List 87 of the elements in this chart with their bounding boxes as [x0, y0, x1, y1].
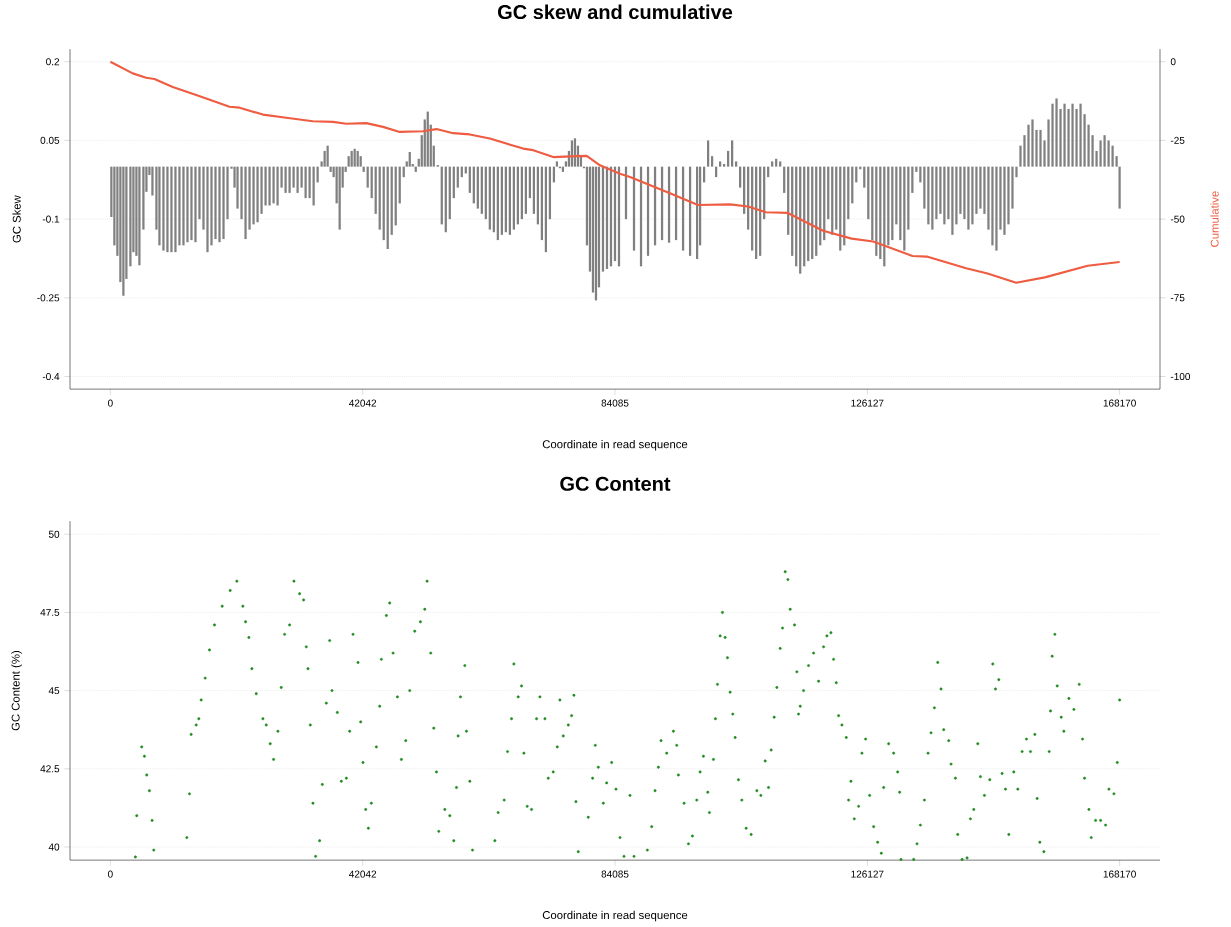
- bar: [288, 166, 291, 193]
- bar: [408, 151, 411, 167]
- bar: [779, 161, 782, 167]
- bar: [122, 166, 125, 296]
- y-tick-label: 47.5: [40, 608, 60, 616]
- x-tick-label: 42042: [349, 399, 377, 407]
- x-tick-label: 168170: [1103, 399, 1136, 407]
- bar: [1103, 135, 1106, 167]
- bar: [222, 166, 225, 239]
- y-tick-label: 0.05: [40, 136, 60, 144]
- bar: [1075, 108, 1078, 167]
- bar: [323, 150, 326, 167]
- bar: [710, 156, 714, 167]
- bar: [162, 166, 165, 251]
- bar: [296, 166, 299, 193]
- x-tick-label: 126127: [851, 399, 884, 407]
- bar: [190, 166, 193, 241]
- bar: [967, 166, 970, 230]
- bar: [256, 166, 259, 223]
- y-tick-label: 0.2: [46, 58, 60, 66]
- line-series: [109, 60, 1121, 284]
- y-tick-label: -0.25: [37, 294, 60, 302]
- bar: [1003, 166, 1006, 235]
- bar: [268, 166, 271, 206]
- bar: [194, 166, 197, 243]
- chart-title: GC skew and cumulative: [498, 4, 733, 20]
- y2-tick-label: -50: [1170, 215, 1185, 223]
- bar: [244, 166, 247, 239]
- bar: [218, 166, 221, 243]
- y2-tick-label: -25: [1170, 136, 1185, 144]
- bar: [353, 148, 356, 167]
- x-tick-label: 126127: [851, 870, 884, 878]
- bar: [719, 161, 722, 167]
- bar: [174, 166, 177, 253]
- y2-axis-title: Cumulative: [1210, 191, 1219, 247]
- x-tick-label: 0: [107, 870, 113, 878]
- bar: [138, 166, 141, 266]
- y-axis-title: GC Skew: [12, 195, 21, 243]
- bar: [272, 166, 275, 204]
- bar: [1071, 103, 1074, 167]
- y-axis-title: GC Content (%): [11, 650, 22, 731]
- x-axis-title: Coordinate in read sequence: [542, 910, 688, 922]
- bar: [943, 166, 946, 225]
- x-tick-label: 84085: [601, 399, 629, 407]
- bar: [350, 150, 353, 167]
- bar: [304, 166, 307, 199]
- y2-tick-label: 0: [1170, 58, 1176, 66]
- chart-title: GC Content: [560, 476, 671, 491]
- x-tick-label: 84085: [601, 870, 629, 878]
- bar: [995, 166, 998, 251]
- y-tick-label: 42.5: [40, 765, 60, 773]
- bar: [723, 163, 726, 167]
- bar: [1055, 98, 1058, 167]
- bar: [931, 166, 934, 230]
- bar: [166, 166, 169, 253]
- y-tick-label: 45: [48, 687, 60, 695]
- x-tick-label: 168170: [1103, 870, 1136, 878]
- x-axis-title: Coordinate in read sequence: [542, 439, 688, 451]
- y2-tick-label: -75: [1170, 294, 1185, 302]
- bar: [284, 166, 287, 193]
- y-tick-label: 50: [48, 530, 60, 538]
- bar: [312, 166, 315, 206]
- y-tick-label: 40: [48, 843, 60, 851]
- bar: [555, 161, 559, 167]
- y-tick-label: -0.1: [42, 215, 60, 223]
- bar: [1031, 119, 1034, 167]
- y-tick-label: -0.4: [42, 372, 60, 381]
- bar: [706, 140, 710, 167]
- bar: [206, 166, 209, 253]
- bar: [1063, 103, 1066, 167]
- bar: [735, 161, 738, 167]
- bar: [727, 150, 730, 167]
- bar: [731, 140, 734, 167]
- bar: [186, 166, 189, 243]
- bar: [1118, 166, 1121, 209]
- bar: [1079, 103, 1082, 167]
- x-tick-label: 42042: [349, 870, 377, 878]
- bar: [356, 150, 359, 167]
- bar: [1039, 129, 1042, 167]
- bar: [1067, 108, 1070, 167]
- bar: [951, 166, 954, 235]
- bar: [170, 166, 173, 253]
- y2-tick-label: -100: [1170, 372, 1191, 381]
- bar: [182, 166, 185, 246]
- bar: [771, 161, 774, 167]
- x-tick-label: 0: [107, 399, 113, 407]
- bar: [276, 166, 279, 206]
